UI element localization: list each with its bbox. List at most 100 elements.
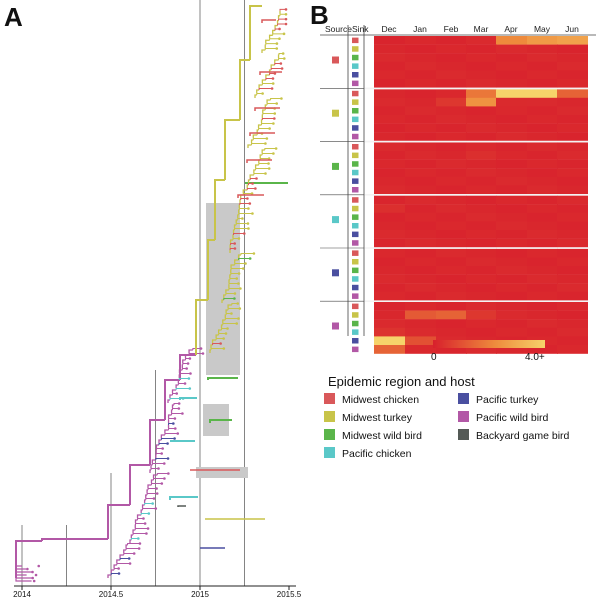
heatmap-cell [374,79,405,88]
tree-branch [262,109,266,113]
heatmap-cell [466,36,497,45]
tree-tip [233,247,237,250]
sink-color-square [352,169,359,176]
heatmap-cell [527,291,558,301]
tree-branch [150,468,159,470]
tree-tip [264,142,267,145]
heatmap-cell [527,266,558,275]
tree-branch [264,44,266,49]
tree-branch [145,498,154,500]
sink-color-square [352,303,359,310]
source-color-square [332,322,339,330]
heatmap-cell [466,327,497,337]
heatmap-cell [557,132,588,141]
tree-branch [246,159,272,163]
heatmap-cell [527,204,558,213]
heatmap-cell [496,248,527,258]
tree-branch [264,148,277,150]
tree-branch [171,408,179,410]
tree-tip [233,297,236,300]
tree-tip [273,112,277,115]
tree-branch [249,178,257,180]
tree-branch [252,138,267,140]
tree-tip [127,557,131,560]
tree-branch [225,293,235,295]
tree-tip [279,62,283,65]
tree-branch [233,224,237,228]
tree-branch [178,378,189,380]
heatmap-cell [405,44,436,54]
tree-branch [254,164,259,168]
heatmap-cell [405,283,436,292]
heatmap-cell [466,238,497,248]
tree-branch [258,163,269,165]
heatmap-cell [557,257,588,267]
heatmap-cell [436,89,467,98]
tree-branch [274,63,281,65]
sink-color-square [352,276,359,282]
heatmap-cell [496,283,527,292]
tree-branch [151,459,156,463]
heatmap-cell [557,310,588,320]
sink-color-square [352,133,359,140]
tree-branch [277,23,286,26]
tree-branch [147,488,157,490]
tree-tip [224,332,228,335]
tree-branch [222,323,237,325]
heatmap-cell [374,204,405,213]
tree-branch [171,389,177,393]
tree-tip [155,492,159,495]
heatmap-cell [557,336,588,346]
tree-branch [234,263,246,265]
heatmap-cell [436,123,467,133]
tree-branch [127,543,140,545]
sink-color-square [352,152,359,159]
tree-branch [119,554,124,558]
tree-branch [227,308,240,310]
heatmap-cell [374,319,405,328]
tree-tip [278,27,281,31]
heatmap-cell [527,79,558,88]
heatmap-cell [405,106,436,116]
legend-label: Midwest wild bird [342,430,422,442]
tree-branch [171,413,183,415]
tree-tip [267,167,271,170]
tree-branch [41,538,108,541]
tree-branch [258,88,273,90]
tree-branch [260,119,263,123]
heatmap-cell [527,36,558,45]
month-label: Dec [381,24,397,34]
tree-tip [275,42,279,45]
tree-tip [237,237,241,240]
tree-branch [146,489,149,493]
tree-branch [223,298,235,300]
tree-branch [238,258,251,260]
heatmap-cell [436,36,467,45]
tree-branch [215,338,224,340]
heatmap-cell [466,230,497,239]
tree-branch [261,118,275,120]
source-color-square [332,216,339,224]
tree-tip [117,567,120,570]
heatmap-cell [405,61,436,71]
tree-tip [154,507,158,510]
tree-tip [235,322,239,325]
legend-swatch [324,393,335,404]
tree-tip [241,217,244,220]
tree-tip [267,162,270,165]
tree-branch [238,209,240,213]
tree-branch [116,559,121,563]
tree-branch [246,188,256,190]
tree-tip [244,262,247,265]
tree-branch [225,313,232,315]
tree-branch [143,499,146,503]
tree-tip [31,576,34,580]
legend-title: Epidemic region and host [328,374,475,389]
tree-tip [175,392,179,395]
tree-branch [235,223,248,225]
tree-branch [248,183,253,185]
tree-branch [195,299,208,355]
tree-branch [249,5,262,60]
tree-branch [188,353,203,355]
tree-branch [158,443,168,445]
